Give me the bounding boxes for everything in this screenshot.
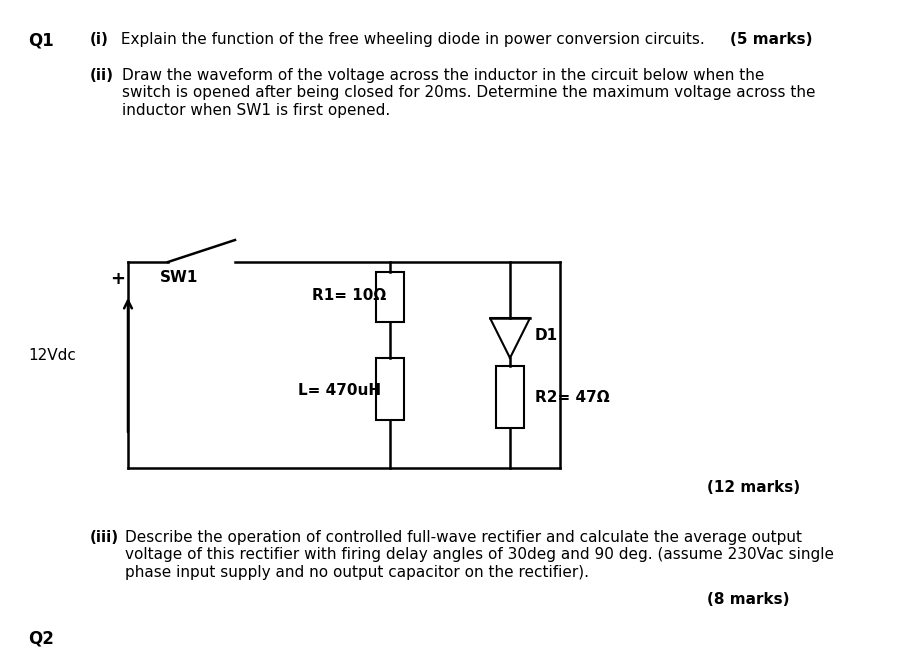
Text: Q2: Q2 — [28, 630, 54, 648]
Text: D1: D1 — [535, 328, 558, 343]
Text: 12Vdc: 12Vdc — [28, 348, 75, 363]
Text: Q1: Q1 — [28, 32, 53, 50]
Text: (8 marks): (8 marks) — [707, 592, 789, 607]
Text: (ii): (ii) — [90, 68, 114, 83]
Text: Draw the waveform of the voltage across the inductor in the circuit below when t: Draw the waveform of the voltage across … — [122, 68, 814, 118]
Text: (iii): (iii) — [90, 530, 119, 545]
Text: (i): (i) — [90, 32, 108, 47]
Text: R2= 47Ω: R2= 47Ω — [535, 390, 609, 405]
Text: (12 marks): (12 marks) — [706, 480, 800, 495]
Bar — [376, 272, 403, 322]
Text: L= 470uH: L= 470uH — [298, 383, 380, 398]
Text: SW1: SW1 — [160, 270, 199, 285]
Text: (5 marks): (5 marks) — [729, 32, 811, 47]
Text: +: + — [110, 270, 125, 288]
Bar — [495, 366, 524, 428]
Text: Explain the function of the free wheeling diode in power conversion circuits.: Explain the function of the free wheelin… — [116, 32, 719, 47]
Text: Describe the operation of controlled full-wave rectifier and calculate the avera: Describe the operation of controlled ful… — [125, 530, 834, 580]
Text: R1= 10Ω: R1= 10Ω — [312, 288, 386, 303]
Bar — [376, 358, 403, 420]
